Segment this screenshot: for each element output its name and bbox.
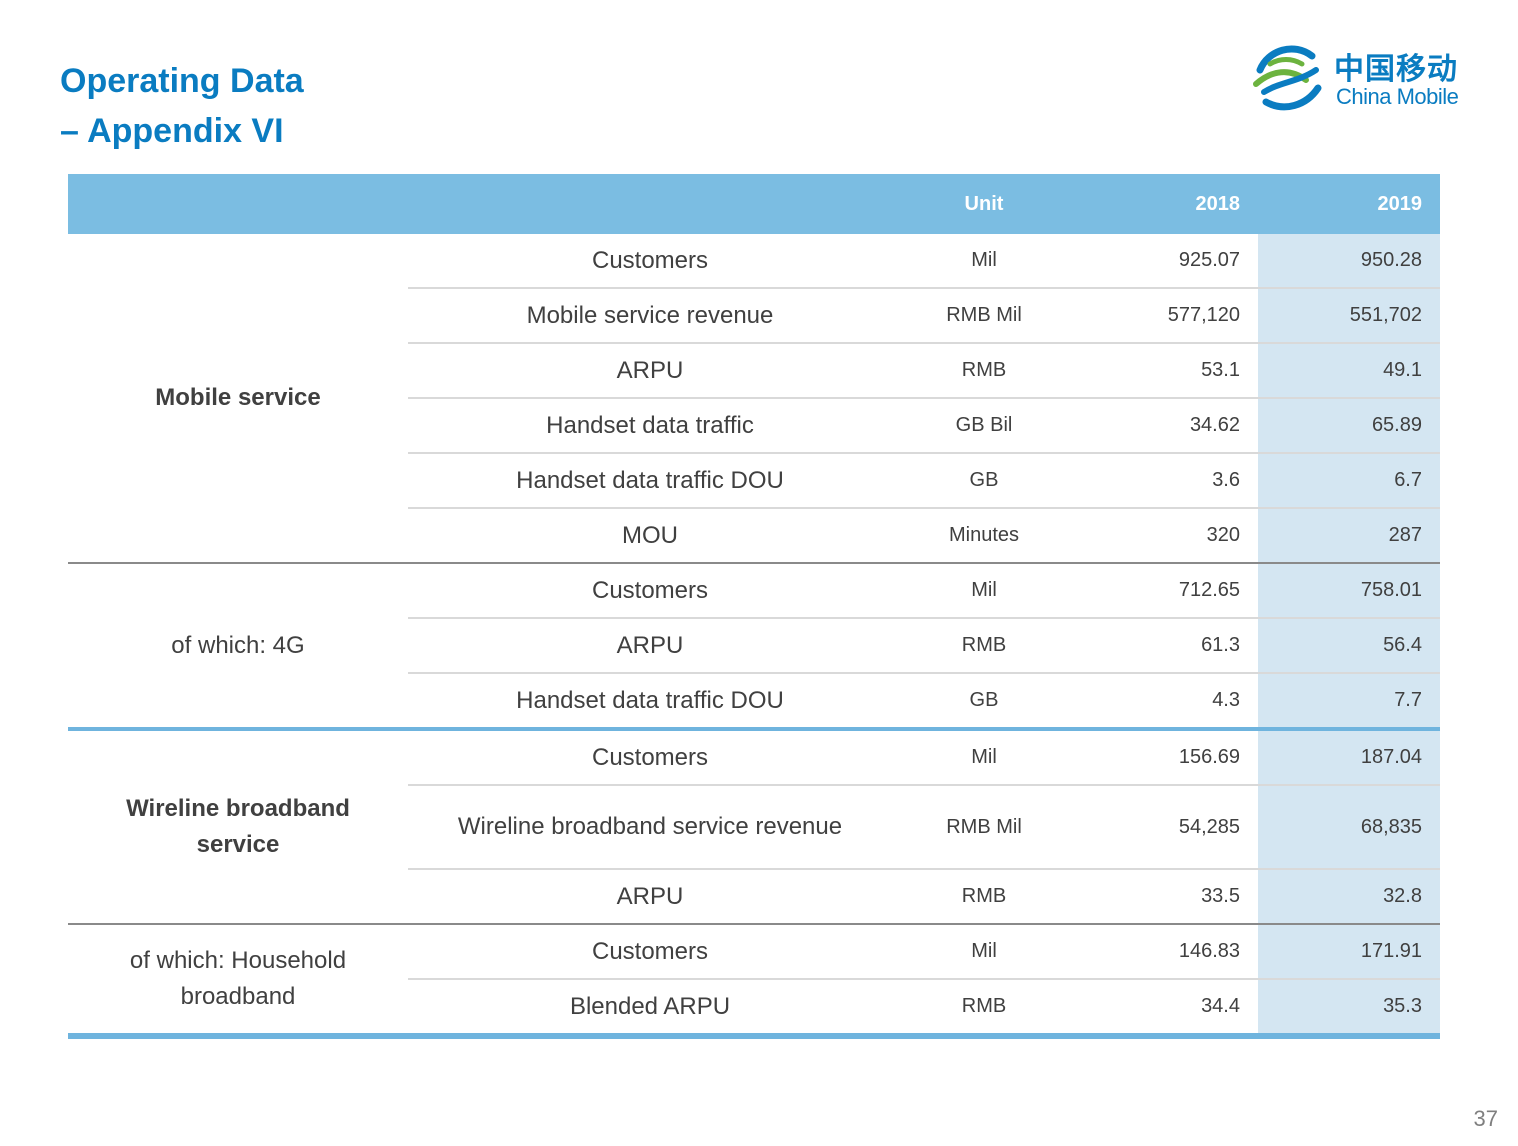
value-2019-cell: 287 <box>1258 508 1440 564</box>
unit-cell: GB <box>892 673 1076 731</box>
value-2018-cell: 33.5 <box>1076 869 1258 925</box>
metric-cell: Blended ARPU <box>408 979 892 1039</box>
page-title-line-1: Operating Data <box>60 62 304 100</box>
value-2019-cell: 6.7 <box>1258 453 1440 509</box>
unit-cell: GB <box>892 453 1076 509</box>
table-row: ARPU RMB 33.5 32.8 <box>68 869 1440 925</box>
table-row: Handset data traffic DOU GB 3.6 6.7 <box>68 453 1440 509</box>
table-row: of which: 4G Customers Mil 712.65 758.01 <box>68 563 1440 731</box>
value-2018-cell: 712.65 <box>1076 563 1258 619</box>
value-2018-cell: 925.07 <box>1076 234 1258 289</box>
metric-cell: ARPU <box>408 618 892 674</box>
metric-cell: Handset data traffic DOU <box>408 453 892 509</box>
metric-cell: ARPU <box>408 343 892 399</box>
unit-cell: GB Bil <box>892 398 1076 454</box>
value-2019-cell: 187.04 <box>1258 729 1440 786</box>
table-row: Wireline broadband service revenue RMB M… <box>68 785 1440 870</box>
table-row: Mobile service Customers Mil 925.07 950.… <box>68 234 1440 564</box>
table-header-row: Unit 2018 2019 <box>68 174 1440 234</box>
value-2019-cell: 35.3 <box>1258 979 1440 1039</box>
logo-english-text: China Mobile <box>1336 84 1459 109</box>
value-2018-cell: 34.4 <box>1076 979 1258 1039</box>
value-2018-cell: 146.83 <box>1076 924 1258 980</box>
table-row: Handset data traffic GB Bil 34.62 65.89 <box>68 398 1440 454</box>
group-label-household-broadband: of which: Household broadband <box>68 924 408 1039</box>
unit-cell: Minutes <box>892 508 1076 564</box>
unit-cell: RMB Mil <box>892 288 1076 344</box>
operating-data-table: Unit 2018 2019 Mobile service Customers … <box>68 174 1440 1039</box>
metric-cell: Customers <box>408 563 892 619</box>
metric-cell: Customers <box>408 729 892 786</box>
table-row: Handset data traffic DOU GB 4.3 7.7 <box>68 673 1440 731</box>
value-2018-cell: 34.62 <box>1076 398 1258 454</box>
metric-cell: Handset data traffic <box>408 398 892 454</box>
value-2018-cell: 3.6 <box>1076 453 1258 509</box>
china-mobile-logo: 中国移动 China Mobile <box>1250 40 1490 115</box>
table-row: ARPU RMB 53.1 49.1 <box>68 343 1440 399</box>
unit-cell: RMB Mil <box>892 785 1076 870</box>
unit-cell: RMB <box>892 979 1076 1039</box>
value-2019-cell: 32.8 <box>1258 869 1440 925</box>
value-2018-cell: 577,120 <box>1076 288 1258 344</box>
table-row: ARPU RMB 61.3 56.4 <box>68 618 1440 674</box>
table-row: Blended ARPU RMB 34.4 35.3 <box>68 979 1440 1039</box>
table-row: Mobile service revenue RMB Mil 577,120 5… <box>68 288 1440 344</box>
value-2018-cell: 53.1 <box>1076 343 1258 399</box>
page-title: Operating Data – Appendix VI <box>60 56 304 156</box>
unit-cell: RMB <box>892 343 1076 399</box>
unit-cell: Mil <box>892 563 1076 619</box>
header-group <box>68 174 408 234</box>
value-2019-cell: 950.28 <box>1258 234 1440 289</box>
value-2018-cell: 4.3 <box>1076 673 1258 731</box>
metric-cell: Handset data traffic DOU <box>408 673 892 731</box>
group-label-4g: of which: 4G <box>68 563 408 731</box>
value-2018-cell: 320 <box>1076 508 1258 564</box>
unit-cell: Mil <box>892 729 1076 786</box>
metric-cell: Customers <box>408 924 892 980</box>
table-row: Wireline broadband service Customers Mil… <box>68 729 1440 925</box>
unit-cell: Mil <box>892 234 1076 289</box>
header-2018: 2018 <box>1076 174 1258 234</box>
header-2019: 2019 <box>1258 174 1440 234</box>
value-2019-cell: 49.1 <box>1258 343 1440 399</box>
value-2019-cell: 551,702 <box>1258 288 1440 344</box>
value-2018-cell: 54,285 <box>1076 785 1258 870</box>
metric-cell: ARPU <box>408 869 892 925</box>
group-label-wireline-broadband: Wireline broadband service <box>68 729 408 925</box>
table-row: MOU Minutes 320 287 <box>68 508 1440 564</box>
group-label-mobile-service: Mobile service <box>68 234 408 564</box>
value-2019-cell: 171.91 <box>1258 924 1440 980</box>
metric-cell: MOU <box>408 508 892 564</box>
value-2019-cell: 758.01 <box>1258 563 1440 619</box>
metric-cell: Wireline broadband service revenue <box>408 785 892 870</box>
value-2019-cell: 65.89 <box>1258 398 1440 454</box>
value-2019-cell: 7.7 <box>1258 673 1440 731</box>
header-unit: Unit <box>892 174 1076 234</box>
value-2019-cell: 56.4 <box>1258 618 1440 674</box>
unit-cell: RMB <box>892 869 1076 925</box>
page-number: 37 <box>1473 1106 1498 1131</box>
value-2018-cell: 61.3 <box>1076 618 1258 674</box>
china-mobile-logo-icon <box>1253 45 1322 111</box>
metric-cell: Customers <box>408 234 892 289</box>
unit-cell: Mil <box>892 924 1076 980</box>
unit-cell: RMB <box>892 618 1076 674</box>
logo-chinese-text: 中国移动 <box>1334 52 1458 87</box>
page-title-line-2: – Appendix VI <box>60 112 284 150</box>
value-2019-cell: 68,835 <box>1258 785 1440 870</box>
header-metric <box>408 174 892 234</box>
metric-cell: Mobile service revenue <box>408 288 892 344</box>
value-2018-cell: 156.69 <box>1076 729 1258 786</box>
table-row: of which: Household broadband Customers … <box>68 924 1440 1039</box>
